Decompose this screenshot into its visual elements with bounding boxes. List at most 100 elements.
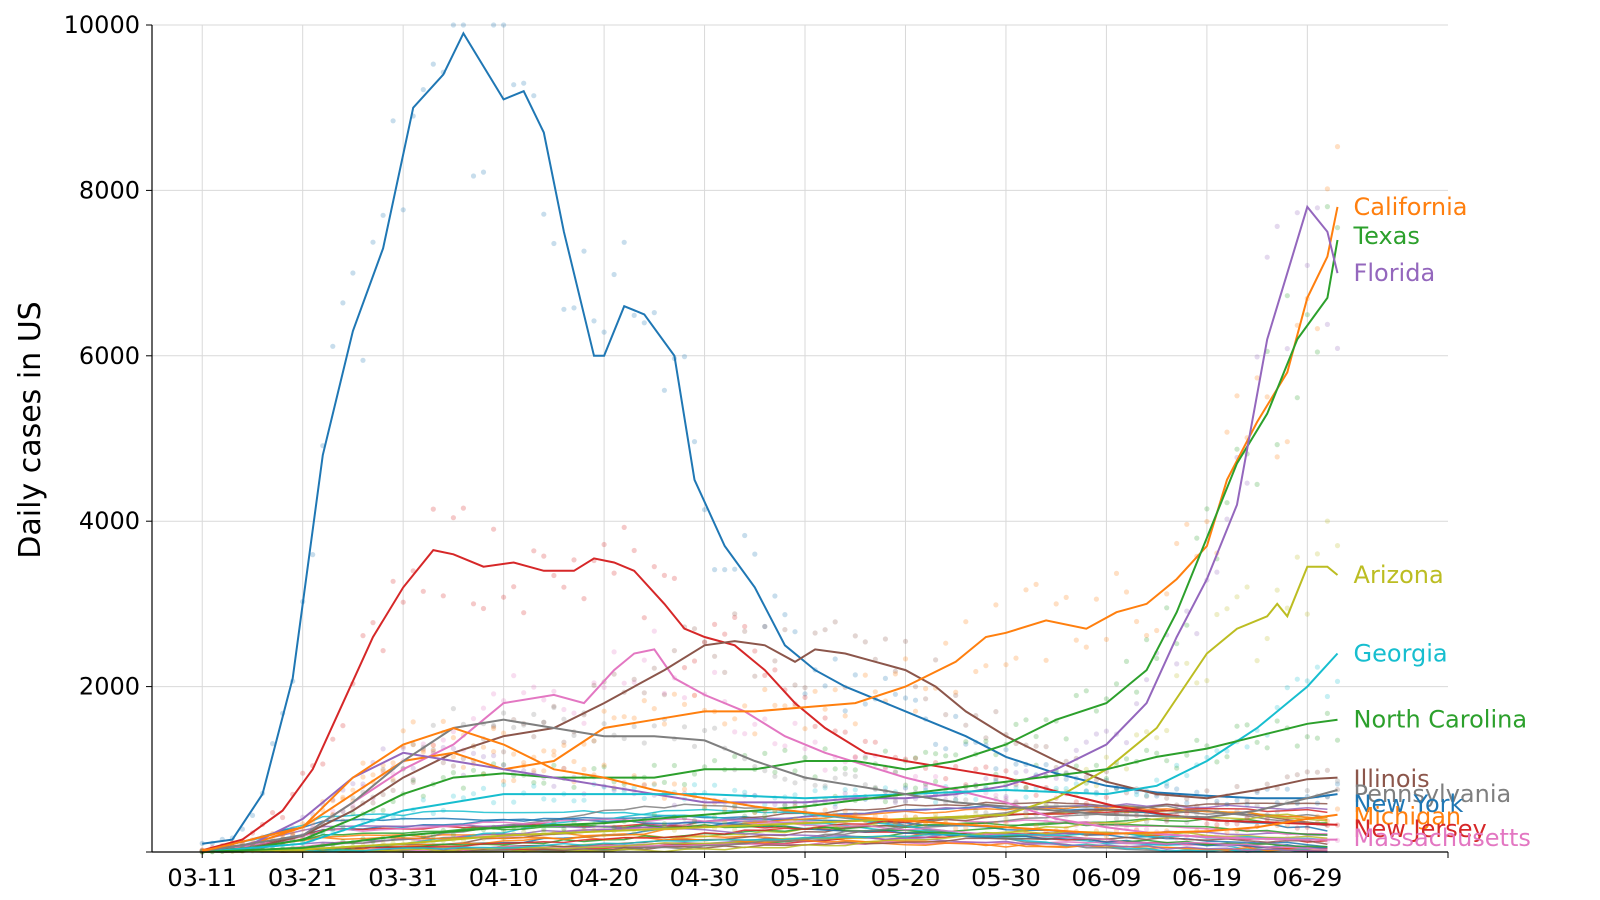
raw-point (993, 820, 999, 826)
raw-point (501, 778, 507, 784)
raw-point (531, 711, 537, 718)
raw-point (782, 743, 788, 749)
raw-point (892, 820, 899, 826)
raw-point (491, 725, 497, 732)
raw-point (782, 802, 788, 808)
raw-point (1134, 701, 1140, 707)
raw-point (892, 768, 899, 774)
raw-point (953, 797, 959, 803)
raw-point (802, 806, 808, 812)
raw-point (1103, 728, 1109, 734)
raw-point (1284, 786, 1290, 792)
raw-point (1023, 829, 1029, 835)
raw-point (983, 810, 989, 816)
raw-point (1023, 587, 1029, 593)
raw-point (430, 61, 436, 67)
raw-point (973, 796, 979, 803)
raw-point (1284, 346, 1290, 352)
raw-point (1003, 820, 1009, 826)
raw-point (1294, 800, 1300, 807)
raw-point (511, 799, 517, 805)
raw-point (812, 739, 818, 745)
raw-point (521, 610, 527, 616)
raw-point (591, 766, 597, 772)
raw-point (1123, 756, 1130, 762)
raw-point (511, 673, 517, 679)
raw-point (1174, 661, 1180, 667)
raw-point (1053, 803, 1059, 809)
x-tick-label: 06-09 (1072, 864, 1142, 892)
end-label: Arizona (1354, 561, 1444, 589)
raw-point (1334, 737, 1341, 743)
raw-point (1103, 636, 1109, 643)
raw-point (963, 825, 969, 831)
raw-point (1324, 710, 1330, 717)
raw-point (1314, 769, 1320, 775)
raw-point (1123, 766, 1130, 772)
end-label: North Carolina (1354, 706, 1528, 734)
raw-point (430, 810, 436, 817)
raw-point (400, 207, 406, 213)
raw-point (1063, 594, 1069, 601)
raw-point (360, 781, 366, 787)
raw-point (591, 318, 597, 324)
raw-point (762, 672, 768, 679)
raw-point (1224, 606, 1230, 612)
raw-point (762, 813, 768, 819)
series-line (202, 718, 1338, 853)
raw-point (1174, 641, 1180, 647)
raw-point (1123, 589, 1130, 595)
raw-point (310, 552, 316, 558)
raw-point (1164, 795, 1170, 801)
y-tick-label: 6000 (79, 342, 140, 370)
raw-point (300, 770, 306, 776)
raw-point (912, 708, 919, 714)
raw-point (752, 648, 758, 654)
raw-point (400, 815, 406, 821)
raw-point (1184, 660, 1190, 666)
raw-point (772, 702, 778, 709)
raw-point (390, 760, 396, 766)
raw-point (1154, 750, 1160, 756)
raw-point (1334, 806, 1341, 812)
raw-point (1073, 822, 1079, 828)
raw-point (912, 755, 919, 762)
raw-point (561, 306, 567, 312)
raw-point (762, 716, 768, 722)
raw-point (1214, 569, 1220, 575)
raw-point (430, 742, 436, 749)
raw-point (681, 695, 688, 701)
raw-point (1144, 747, 1150, 754)
raw-point (641, 740, 647, 746)
raw-point (712, 653, 718, 659)
raw-point (1053, 775, 1059, 781)
raw-point (792, 629, 798, 635)
raw-point (380, 648, 386, 654)
raw-point (822, 715, 828, 721)
x-tick-label: 03-21 (268, 864, 338, 892)
raw-point (802, 691, 808, 697)
raw-point (541, 768, 547, 774)
raw-point (480, 605, 487, 612)
raw-point (862, 639, 868, 645)
raw-point (943, 712, 949, 718)
raw-point (872, 739, 878, 745)
raw-point (350, 795, 356, 801)
raw-point (330, 808, 336, 814)
raw-point (691, 439, 698, 445)
raw-point (390, 776, 396, 783)
raw-point (1144, 632, 1150, 639)
raw-point (812, 630, 818, 636)
raw-point (440, 593, 446, 599)
raw-point (732, 611, 738, 617)
raw-point (1214, 807, 1220, 814)
raw-point (1083, 800, 1089, 807)
raw-point (450, 832, 456, 838)
raw-point (1023, 794, 1029, 800)
raw-point (1264, 812, 1270, 818)
raw-point (832, 822, 838, 829)
raw-point (651, 781, 657, 787)
raw-point (1314, 664, 1320, 670)
raw-point (1254, 739, 1260, 745)
raw-point (1123, 815, 1130, 822)
